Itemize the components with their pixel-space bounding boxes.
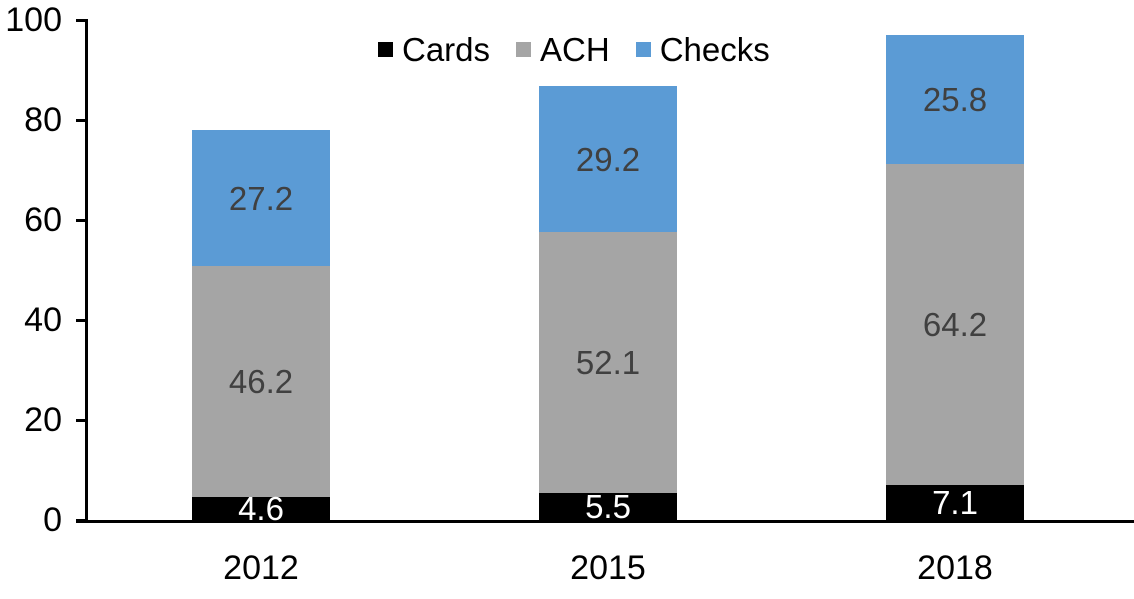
bar-segment-ach-2018: 64.2 <box>886 163 1024 485</box>
y-axis-tick-label: 60 <box>24 201 62 239</box>
bar-segment-checks-2012: 27.2 <box>192 130 330 266</box>
y-axis-tick-label: 80 <box>24 101 62 139</box>
data-label-cards-2018: 7.1 <box>932 483 978 521</box>
data-label-checks-2018: 25.8 <box>922 80 988 118</box>
legend-label: Cards <box>402 31 491 68</box>
x-axis-label-2012: 2012 <box>223 549 299 587</box>
y-axis-tick-label: 100 <box>5 1 62 39</box>
bar-segment-cards-2015: 5.5 <box>539 487 677 525</box>
data-label-cards-2015: 5.5 <box>585 487 631 525</box>
y-axis-tick-0 <box>76 519 88 522</box>
legend-swatch-icon <box>378 42 393 57</box>
x-axis-label-2018: 2018 <box>917 549 993 587</box>
y-axis-tick-20 <box>76 419 88 422</box>
legend-item-cards: Cards <box>378 33 490 66</box>
bar-segment-ach-2015: 52.1 <box>539 232 677 493</box>
legend-item-ach: ACH <box>516 33 610 66</box>
data-label-ach-2018: 64.2 <box>922 305 988 343</box>
y-axis-line <box>85 20 88 523</box>
y-axis-tick-label: 40 <box>24 301 62 339</box>
y-axis-tick-40 <box>76 319 88 322</box>
bar-segment-checks-2015: 29.2 <box>539 86 677 232</box>
legend-swatch-icon <box>635 42 651 57</box>
data-label-cards-2012: 4.6 <box>238 490 284 527</box>
data-label-ach-2012: 46.2 <box>228 363 294 400</box>
x-axis-label-2015: 2015 <box>570 549 646 587</box>
y-axis-tick-60 <box>76 219 88 222</box>
legend-item-checks: Checks <box>635 31 770 68</box>
bar-segment-cards-2012: 4.6 <box>192 492 330 525</box>
chart-legend: Cards ACH Checks <box>378 33 770 66</box>
y-axis-tick-label: 20 <box>24 401 62 439</box>
data-label-ach-2015: 52.1 <box>575 343 641 381</box>
legend-label: ACH <box>540 31 610 68</box>
data-label-checks-2012: 27.2 <box>228 179 294 217</box>
y-axis-tick-80 <box>76 119 88 122</box>
data-label-checks-2015: 29.2 <box>575 140 641 178</box>
y-axis-tick-label: 0 <box>43 501 62 539</box>
legend-swatch-icon <box>516 42 532 57</box>
x-axis-line <box>76 520 1134 523</box>
legend-label: Checks <box>659 31 770 68</box>
bar-segment-checks-2018: 25.8 <box>886 34 1024 164</box>
bar-segment-ach-2012: 46.2 <box>192 266 330 497</box>
y-axis-tick-100 <box>76 19 88 22</box>
bar-segment-cards-2018: 7.1 <box>886 483 1024 521</box>
